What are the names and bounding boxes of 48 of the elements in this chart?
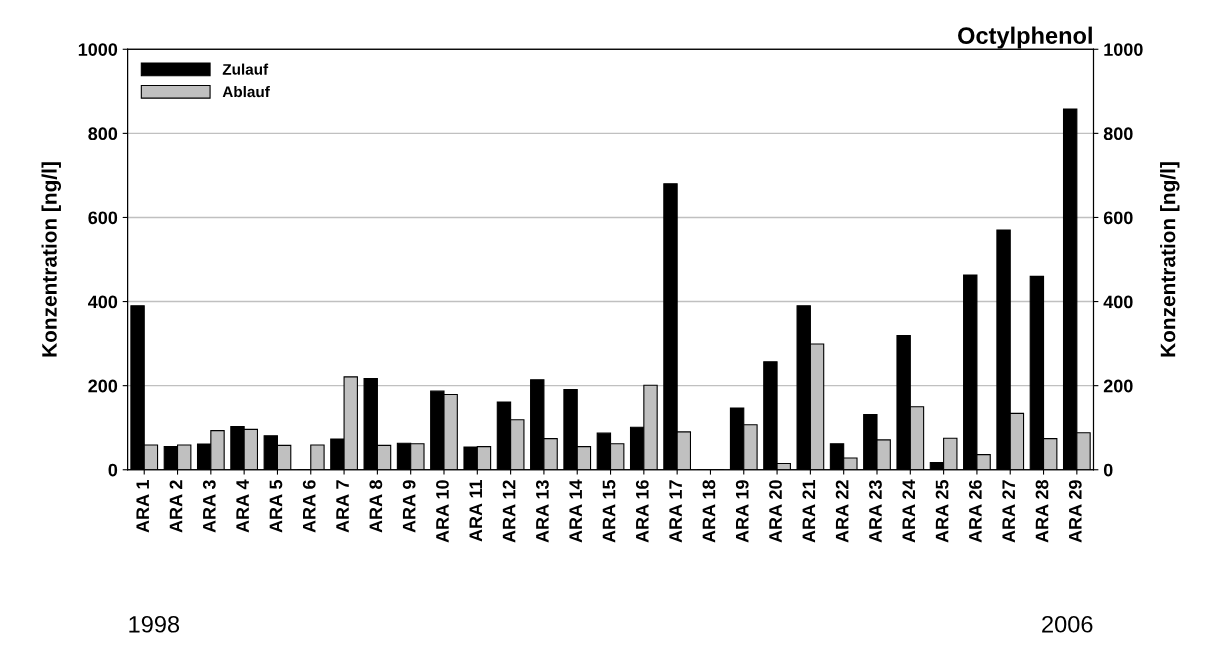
legend-label: Ablauf [222, 85, 270, 98]
x-tick-label: ARA 12 [502, 480, 516, 543]
x-tick-label: ARA 22 [835, 480, 849, 543]
x-tick-label: ARA 29 [1068, 480, 1082, 543]
y2-tick-label: 600 [1103, 211, 1133, 225]
y2-tick-label: 400 [1103, 295, 1133, 309]
y2-tick-label: 1000 [1104, 43, 1143, 56]
y2-axis-title: Konzentration [ng/l] [1160, 162, 1180, 357]
y2-tick-label: 0 [1103, 463, 1113, 477]
x-tick-label: ARA 7 [336, 480, 349, 533]
x-tick-label: ARA 5 [269, 479, 283, 533]
y-tick-label: 200 [88, 379, 118, 393]
y-tick-label: 0 [108, 463, 118, 477]
x-tick-label: ARA 6 [302, 480, 316, 533]
y-tick-label: 400 [88, 295, 118, 309]
y-tick-label: 1000 [78, 43, 118, 56]
x-tick-label: ARA 15 [602, 479, 616, 543]
x-tick-label: ARA 27 [1002, 480, 1015, 543]
x-tick-label: ARA 19 [735, 480, 749, 543]
x-tick-label: ARA 17 [669, 480, 682, 543]
x-tick-label: ARA 2 [169, 480, 183, 533]
x-tick-label: ARA 3 [202, 480, 216, 533]
text: 2006 [1042, 615, 1093, 633]
y-axis-title: Konzentration [ng/l] [41, 162, 62, 357]
legend-label: Zulauf [222, 63, 269, 75]
x-tick-label: ARA 14 [569, 479, 582, 543]
x-tick-label: ARA 13 [535, 480, 549, 543]
y2-tick-label: 200 [1103, 379, 1133, 393]
x-tick-label: ARA 4 [236, 479, 249, 533]
x-tick-label: ARA 24 [902, 479, 915, 543]
x-tick-label: ARA 8 [369, 480, 383, 533]
x-tick-label: ARA 1 [136, 479, 149, 533]
x-tick-label: ARA 21 [802, 479, 816, 543]
x-tick-label: ARA 16 [635, 480, 649, 543]
y2-tick-label: 800 [1103, 127, 1133, 141]
x-tick-label: ARA 26 [968, 480, 982, 543]
chart-title: Octylphenol [958, 26, 1092, 49]
x-tick-label: ARA 11 [469, 479, 482, 542]
x-tick-label: ARA 23 [869, 480, 882, 543]
x-tick-label: ARA 10 [436, 480, 449, 543]
y-tick-label: 600 [88, 211, 118, 225]
x-tick-label: ARA 9 [402, 480, 416, 533]
x-tick-label: ARA 25 [935, 479, 949, 543]
x-tick-label: ARA 28 [1035, 480, 1049, 543]
x-tick-label: ARA 18 [702, 480, 716, 543]
y-tick-label: 800 [88, 127, 118, 141]
text: 1998 [129, 615, 180, 633]
x-tick-label: ARA 20 [769, 480, 782, 543]
